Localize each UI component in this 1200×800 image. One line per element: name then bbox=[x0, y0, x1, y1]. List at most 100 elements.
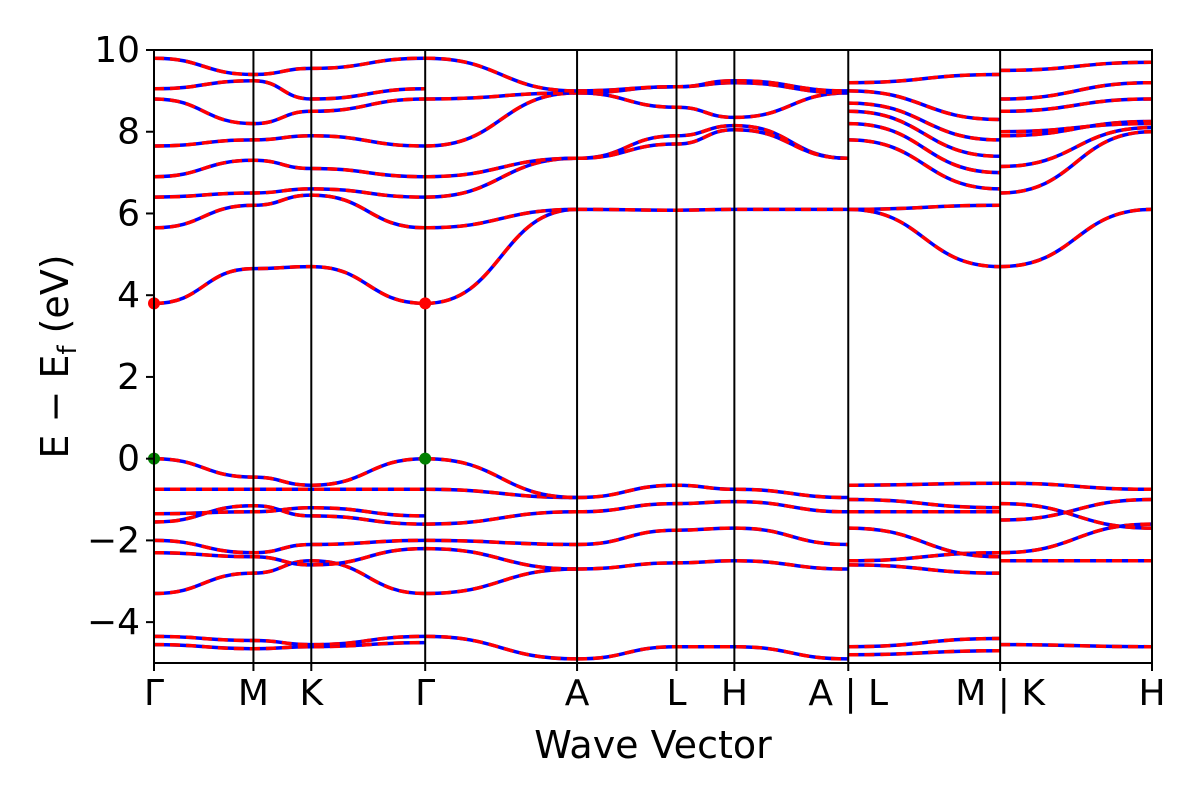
x-tick-label: M bbox=[238, 673, 269, 714]
band-line-spin-up bbox=[577, 78, 849, 93]
band-line-spin-up bbox=[848, 109, 1001, 159]
band-line-spin-down bbox=[154, 193, 426, 230]
band-line-spin-up bbox=[154, 134, 426, 148]
band-line-spin-up bbox=[577, 207, 849, 212]
band-line-spin-up bbox=[425, 156, 578, 179]
band-line-spin-up bbox=[1000, 497, 1152, 522]
band-line-spin-up bbox=[154, 97, 426, 126]
y-tick-label: 2 bbox=[117, 357, 140, 398]
band-line-spin-up bbox=[577, 526, 849, 547]
band-line-spin-up bbox=[848, 550, 1001, 563]
band-line-spin-down bbox=[425, 207, 578, 306]
cbm-marker bbox=[419, 297, 432, 310]
x-tick-label: A bbox=[565, 673, 590, 714]
band-line-spin-up bbox=[577, 127, 849, 161]
band-line-spin-up bbox=[577, 483, 849, 500]
band-line-spin-up bbox=[425, 456, 578, 500]
band-line-spin-up bbox=[1000, 522, 1152, 555]
band-line-spin-down bbox=[154, 97, 426, 126]
band-line-spin-down bbox=[154, 456, 426, 487]
y-tick-label: 0 bbox=[117, 439, 140, 480]
band-line-spin-up bbox=[577, 91, 849, 120]
y-tick-label: 8 bbox=[117, 112, 140, 153]
band-line-spin-up bbox=[154, 158, 426, 179]
band-line-spin-up bbox=[425, 91, 578, 101]
x-tick-label: Γ bbox=[144, 673, 164, 714]
band-line-spin-down bbox=[154, 264, 426, 306]
band-line-spin-up bbox=[425, 207, 578, 306]
x-tick-label: H bbox=[721, 673, 748, 714]
band-line-spin-up bbox=[154, 634, 426, 647]
plot-frame bbox=[153, 49, 1153, 664]
band-line-spin-up bbox=[425, 538, 578, 547]
vbm-marker bbox=[419, 452, 432, 465]
band-line-spin-up bbox=[425, 546, 578, 571]
band-line-spin-up bbox=[848, 648, 1001, 657]
band-line-spin-down bbox=[154, 78, 426, 101]
y-axis-label-main: E − E bbox=[33, 355, 77, 459]
y-tick-label: −2 bbox=[87, 520, 140, 561]
band-line-spin-up bbox=[1000, 642, 1152, 649]
band-line-spin-up bbox=[1000, 119, 1152, 138]
band-line-spin-up bbox=[577, 644, 849, 661]
x-tick-label: L bbox=[666, 673, 686, 714]
band-line-spin-up bbox=[425, 567, 578, 596]
band-line-spin-up bbox=[848, 526, 1001, 559]
band-line-spin-up bbox=[154, 187, 426, 199]
band-line-spin-up bbox=[848, 72, 1001, 85]
y-axis-label: E − Ef (eV) bbox=[33, 254, 83, 458]
band-line-spin-up bbox=[577, 559, 849, 571]
band-line-spin-up bbox=[848, 497, 1001, 510]
band-line-spin-up bbox=[154, 456, 426, 487]
band-line-spin-up bbox=[1000, 80, 1152, 101]
y-axis-label-unit: (eV) bbox=[33, 254, 77, 345]
band-line-spin-up bbox=[577, 499, 849, 514]
bands-layer bbox=[154, 56, 1152, 661]
kpoint-lines bbox=[252, 50, 1002, 663]
x-tick-label: H bbox=[1138, 673, 1165, 714]
band-line-spin-up bbox=[848, 563, 1001, 575]
band-line-spin-up bbox=[848, 481, 1001, 487]
band-line-spin-down bbox=[425, 546, 578, 571]
y-tick-label: 10 bbox=[94, 30, 140, 71]
band-line-spin-up bbox=[154, 538, 426, 555]
band-line-spin-up bbox=[848, 138, 1001, 191]
band-line-spin-up bbox=[848, 121, 1001, 175]
band-line-spin-up bbox=[1000, 501, 1152, 530]
band-line-spin-down bbox=[1000, 80, 1152, 101]
band-line-spin-up bbox=[154, 264, 426, 306]
x-tick-label: M | K bbox=[955, 673, 1046, 714]
band-line-spin-up bbox=[154, 559, 426, 596]
band-line-spin-up bbox=[848, 207, 1001, 269]
band-line-spin-up bbox=[848, 89, 1001, 122]
y-tick-label: 6 bbox=[117, 193, 140, 234]
band-line-spin-up bbox=[425, 634, 578, 661]
y-tick-label: 4 bbox=[117, 275, 140, 316]
band-line-spin-up bbox=[1000, 60, 1152, 73]
extrema-markers bbox=[148, 297, 432, 465]
band-line-spin-up bbox=[848, 203, 1001, 212]
band-line-spin-up bbox=[154, 505, 426, 518]
band-line-spin-down bbox=[425, 56, 578, 93]
band-line-spin-up bbox=[1000, 129, 1152, 195]
band-line-spin-up bbox=[154, 193, 426, 230]
y-axis: 10 8 6 4 2 0 −2 −4 bbox=[87, 30, 154, 643]
band-line-spin-up bbox=[154, 56, 426, 77]
y-tick-label: −4 bbox=[87, 602, 140, 643]
band-line-spin-up bbox=[1000, 207, 1152, 269]
band-line-spin-up bbox=[425, 56, 578, 93]
y-axis-label-subscript: f bbox=[53, 345, 83, 355]
band-line-spin-up bbox=[154, 640, 426, 651]
band-line-spin-up bbox=[1000, 121, 1152, 134]
band-line-spin-up bbox=[425, 91, 578, 148]
band-line-spin-up bbox=[1000, 125, 1152, 169]
band-line-spin-down bbox=[425, 567, 578, 596]
band-line-spin-up bbox=[154, 546, 426, 567]
x-tick-label: K bbox=[299, 673, 324, 714]
band-line-spin-up bbox=[1000, 481, 1152, 492]
band-line-spin-up bbox=[848, 636, 1001, 649]
x-tick-label: A | L bbox=[808, 673, 888, 714]
x-axis-label: Wave Vector bbox=[534, 723, 772, 767]
